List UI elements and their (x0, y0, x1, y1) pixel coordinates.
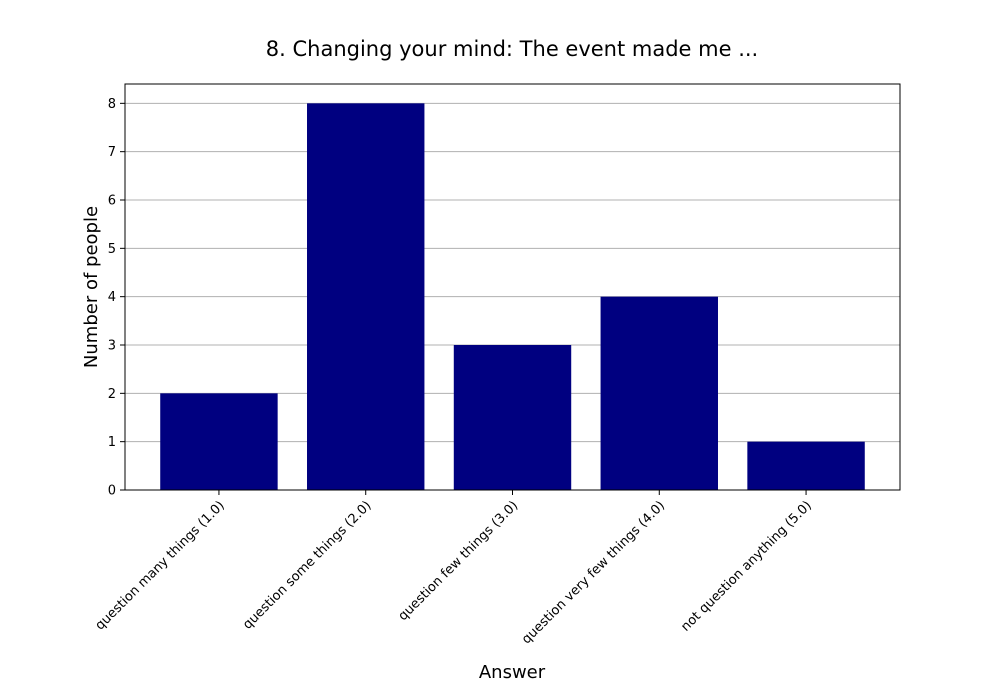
bar (747, 441, 865, 490)
bar (453, 345, 572, 490)
y-tick-label: 7 (108, 145, 116, 160)
y-axis-label: Number of people (81, 206, 102, 368)
y-tick-label: 1 (108, 435, 116, 450)
y-tick-label: 4 (108, 290, 116, 305)
x-axis-ticks: question many things (1.0) question some … (93, 490, 815, 647)
bars (160, 103, 865, 490)
x-tick-label: question many things (1.0) (93, 498, 228, 633)
x-axis-label: Answer (479, 662, 546, 683)
x-tick-label: question some things (2.0) (240, 498, 374, 632)
x-tick-label: not question anything (5.0) (678, 498, 814, 634)
bar (600, 296, 718, 490)
y-tick-label: 2 (108, 387, 116, 402)
y-tick-label: 6 (108, 194, 116, 209)
chart-title: 8. Changing your mind: The event made me… (266, 37, 758, 61)
x-tick-label: question few things (3.0) (396, 498, 522, 624)
bar (307, 103, 425, 490)
y-axis-ticks: 0 1 2 3 4 5 6 7 8 (108, 97, 125, 499)
y-tick-label: 8 (108, 97, 116, 112)
y-tick-label: 3 (108, 339, 116, 354)
y-tick-label: 0 (108, 484, 116, 499)
bar (160, 393, 278, 490)
x-tick-label: question very few things (4.0) (519, 498, 668, 647)
y-tick-label: 5 (108, 242, 116, 257)
